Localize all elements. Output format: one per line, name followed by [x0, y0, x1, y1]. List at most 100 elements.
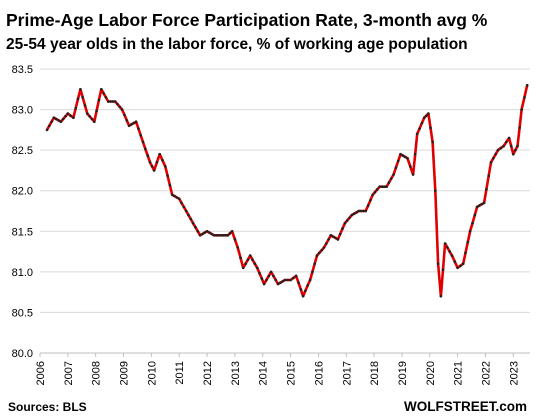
data-point — [329, 234, 333, 237]
data-point — [93, 120, 96, 123]
data-point — [308, 278, 312, 282]
data-point — [385, 185, 388, 188]
data-point — [373, 190, 377, 194]
data-point — [253, 262, 257, 266]
data-point — [499, 146, 503, 150]
data-point — [150, 165, 154, 168]
data-point — [90, 117, 94, 121]
data-point — [523, 96, 526, 99]
data-point — [134, 120, 138, 123]
data-point — [236, 246, 239, 249]
data-point — [357, 209, 361, 213]
data-point — [301, 294, 305, 298]
x-tick-label: 2020 — [425, 361, 437, 385]
data-point — [267, 274, 271, 278]
data-point — [233, 238, 237, 241]
data-point — [116, 102, 119, 106]
data-point — [480, 202, 484, 206]
data-point — [413, 152, 417, 156]
data-point — [318, 251, 321, 255]
data-point — [341, 227, 344, 230]
data-point — [83, 104, 87, 107]
data-point — [184, 209, 188, 213]
data-point — [338, 232, 342, 236]
data-point — [345, 219, 349, 222]
x-tick-label: 2015 — [286, 361, 298, 385]
data-point — [473, 213, 477, 217]
y-tick-label: 83.0 — [12, 105, 33, 117]
data-point — [294, 274, 298, 278]
data-point — [72, 116, 75, 119]
data-point — [403, 155, 407, 159]
data-point — [272, 274, 275, 278]
data-point — [409, 165, 412, 168]
data-point — [69, 114, 72, 117]
data-point — [343, 221, 347, 225]
data-point — [222, 234, 225, 237]
chart-subtitle: 25-54 year olds in the labor force, % of… — [6, 36, 468, 53]
data-point — [130, 123, 133, 126]
data-point — [443, 242, 447, 245]
data-point — [168, 184, 172, 187]
data-point — [54, 117, 58, 121]
series-prime-age-lfpr — [45, 83, 529, 298]
chart-title: Prime-Age Labor Force Participation Rate… — [6, 10, 488, 30]
data-point — [401, 154, 405, 157]
data-point — [244, 262, 247, 266]
data-point — [246, 258, 250, 262]
data-point — [120, 108, 124, 111]
data-point — [95, 109, 98, 113]
x-tick-label: 2022 — [480, 361, 492, 385]
data-point — [109, 100, 112, 103]
data-point — [461, 262, 465, 266]
data-point — [100, 88, 103, 91]
data-point — [59, 120, 63, 123]
data-point — [512, 152, 515, 156]
data-point — [76, 97, 80, 101]
data-point — [516, 144, 519, 148]
data-point — [362, 209, 365, 213]
x-tick-label: 2006 — [35, 361, 47, 385]
data-point — [196, 230, 200, 233]
data-point — [198, 234, 202, 237]
data-point — [306, 284, 310, 287]
data-point — [148, 161, 152, 164]
data-point — [239, 256, 242, 260]
data-point — [251, 258, 254, 262]
data-point — [66, 112, 70, 115]
x-tick-label: 2009 — [119, 361, 131, 385]
data-point — [88, 115, 91, 118]
data-point — [332, 235, 335, 238]
data-point — [494, 152, 498, 156]
data-point — [205, 230, 209, 233]
data-point — [79, 88, 82, 91]
data-point — [166, 174, 169, 178]
data-point — [520, 108, 523, 111]
data-point — [525, 83, 529, 87]
data-point — [86, 112, 89, 115]
data-point — [446, 246, 449, 249]
data-point — [177, 197, 181, 201]
data-point — [390, 177, 393, 180]
data-point — [170, 193, 174, 197]
data-point — [485, 188, 488, 191]
data-point — [212, 234, 216, 237]
data-point — [161, 159, 164, 162]
data-point — [155, 161, 159, 164]
data-point — [102, 92, 105, 95]
data-point — [475, 205, 479, 209]
source-note: Sources: BLS — [8, 400, 87, 414]
data-point — [507, 136, 511, 140]
data-point — [478, 204, 481, 207]
data-point — [208, 231, 211, 234]
data-point — [189, 217, 193, 221]
data-point — [394, 166, 398, 169]
data-point — [187, 213, 190, 217]
data-point — [492, 157, 495, 160]
x-tick-label: 2019 — [397, 361, 409, 385]
data-point — [286, 278, 290, 282]
data-point — [456, 266, 459, 270]
data-point — [230, 230, 234, 233]
data-point — [292, 276, 295, 280]
data-point — [64, 115, 67, 118]
